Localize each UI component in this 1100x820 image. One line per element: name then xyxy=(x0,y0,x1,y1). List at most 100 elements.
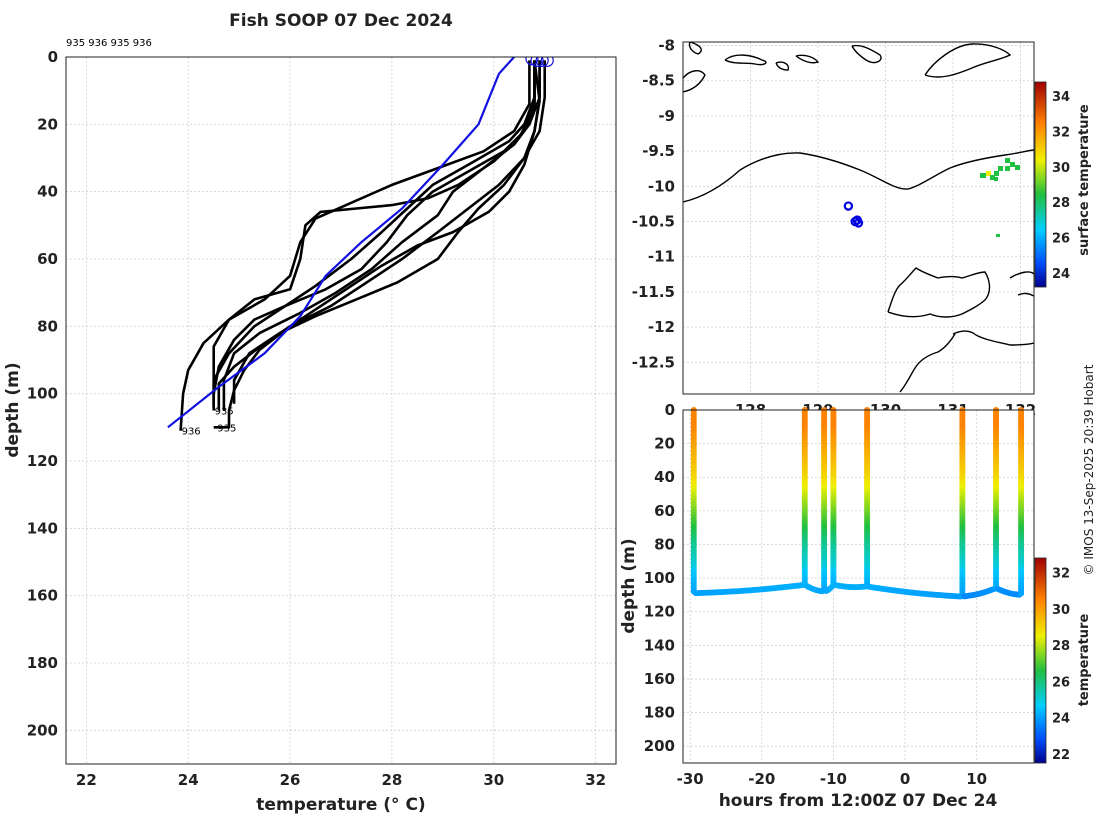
profile-ytick-label: 120 xyxy=(27,452,58,470)
section-ytick-label: 180 xyxy=(644,704,675,722)
map-ytick-label: -12.5 xyxy=(632,353,675,371)
sst-pixel xyxy=(994,177,998,181)
profile-ytick-label: 180 xyxy=(27,654,58,672)
sst-pixel xyxy=(990,175,995,180)
map-ytick-label: -8.5 xyxy=(642,72,675,90)
surface-marker xyxy=(525,57,539,66)
sst-pixel xyxy=(994,171,999,176)
profile-ytick-label: 100 xyxy=(27,385,58,403)
map-grid xyxy=(683,42,1034,394)
sst-pixel xyxy=(998,166,1003,171)
section-frame xyxy=(682,409,1035,764)
coastline-north-islands xyxy=(683,42,1012,93)
profile-cast-line xyxy=(213,60,546,429)
profile-xtick-label: 26 xyxy=(280,771,301,789)
section-ylabel: depth (m) xyxy=(619,538,639,633)
section-xtick-label: 0 xyxy=(900,770,910,788)
section-ytick-label: 0 xyxy=(665,401,675,419)
credit-text: © IMOS 13-Sep-2025 20:39 Hobart xyxy=(1082,364,1096,575)
cast-end-label: 936 xyxy=(182,427,201,438)
map-colorbar xyxy=(1034,81,1047,288)
section-ytick-label: 20 xyxy=(654,435,675,453)
profile-data: 936 935 935 xyxy=(167,57,554,438)
cast-end-label: 935 xyxy=(217,423,236,434)
profile-xtick-label: 28 xyxy=(381,771,402,789)
section-sample xyxy=(1018,590,1025,597)
profile-ytick-label: 140 xyxy=(27,519,58,537)
sst-pixel xyxy=(1015,165,1020,170)
map-ytick-label: -11.5 xyxy=(632,283,675,301)
sst-pixel xyxy=(996,234,1000,237)
map-colorbar-tick-label: 24 xyxy=(1052,267,1070,282)
profile-ytick-label: 80 xyxy=(37,317,58,335)
profile-cast-line xyxy=(232,60,541,404)
profile-ytick-label: 60 xyxy=(37,250,58,268)
section-colorbar xyxy=(1034,557,1047,764)
surface-marker xyxy=(530,57,544,67)
section-panel: -30 -20 -10 0 10020406080100120140160180200 … xyxy=(619,401,1092,811)
map-ytick-label: -11 xyxy=(648,248,675,266)
coastline-south-timor xyxy=(683,149,1034,203)
profile-ytick-label: 160 xyxy=(27,587,58,605)
section-colorbar-label: temperature xyxy=(1077,614,1092,707)
map-ytick-label: -9.5 xyxy=(642,142,675,160)
sst-pixel xyxy=(1005,158,1010,163)
profile-frame xyxy=(65,56,617,765)
sst-pixel xyxy=(986,171,991,176)
profile-ylabel: depth (m) xyxy=(3,362,23,457)
profile-cast-line xyxy=(179,60,531,431)
profile-ytick-label: 40 xyxy=(37,183,58,201)
profile-cast-line xyxy=(212,60,536,408)
surface-marker xyxy=(540,57,554,67)
profile-panel: 936 935 935 22 24 26 28 30 32 0 20 40 60 80 100 120 140… xyxy=(3,48,617,815)
section-xtick-label: 10 xyxy=(966,770,987,788)
profile-cast-line xyxy=(217,60,541,411)
section-colorbar-tick-label: 30 xyxy=(1052,603,1070,618)
profile-cast-line xyxy=(212,60,536,411)
cast-end-label: 935 xyxy=(215,407,234,418)
sst-pixel xyxy=(980,173,986,178)
section-xtick-label: -20 xyxy=(748,770,775,788)
profile-ytick-label: 200 xyxy=(27,721,58,739)
figure-title: Fish SOOP 07 Dec 2024 xyxy=(229,11,453,31)
map-colorbar-label: surface temperature xyxy=(1077,104,1092,256)
map-ytick-label: -12 xyxy=(648,318,675,336)
profile-xtick-label: 22 xyxy=(76,771,97,789)
profile-ytick-label: 20 xyxy=(37,115,58,133)
surface-marker xyxy=(535,57,549,67)
map-panel: 128129130131132-8-8.5-9-9.5-10-10.5-11-1… xyxy=(632,37,1092,419)
profile-grid xyxy=(66,56,616,764)
map-colorbar-tick-label: 28 xyxy=(1052,196,1070,211)
section-colorbar-tick-label: 32 xyxy=(1052,567,1070,582)
profile-xtick-label: 32 xyxy=(585,771,606,789)
profile-ytick-label: 0 xyxy=(48,48,58,66)
section-colorbar-ticks: 22 24 26 28 30 32 xyxy=(1052,567,1070,763)
map-colorbar-tick-label: 30 xyxy=(1052,161,1070,176)
section-colorbar-tick-label: 24 xyxy=(1052,712,1070,727)
section-xtick-label: -30 xyxy=(677,770,704,788)
map-ytick-label: -10.5 xyxy=(632,213,675,231)
section-xlabel: hours from 12:00Z 07 Dec 24 xyxy=(719,791,998,811)
profile-cast-line xyxy=(222,60,541,411)
map-ytick-label: -9 xyxy=(658,107,675,125)
section-ytick-label: 140 xyxy=(644,636,675,654)
section-ytick-label: 80 xyxy=(654,535,675,553)
section-data xyxy=(690,407,1025,600)
section-colorbar-tick-label: 26 xyxy=(1052,675,1070,690)
map-ticks: 128129130131132-8-8.5-9-9.5-10-10.5-11-1… xyxy=(632,37,1036,419)
section-xtick-label: -10 xyxy=(820,770,847,788)
section-colorbar-tick-label: 22 xyxy=(1052,748,1070,763)
map-ytick-label: -8 xyxy=(658,37,675,55)
section-colorbar-tick-label: 28 xyxy=(1052,639,1070,654)
sst-pixel xyxy=(1010,162,1015,167)
map-frame xyxy=(682,41,1035,395)
section-ytick-label: 60 xyxy=(654,502,675,520)
section-ytick-label: 120 xyxy=(644,603,675,621)
map-colorbar-tick-label: 32 xyxy=(1052,125,1070,140)
profile-xtick-label: 30 xyxy=(483,771,504,789)
cast-id-labels: 935 936 935 936 xyxy=(66,38,152,49)
map-ytick-label: -10 xyxy=(648,177,675,195)
sst-pixels xyxy=(980,158,1020,237)
